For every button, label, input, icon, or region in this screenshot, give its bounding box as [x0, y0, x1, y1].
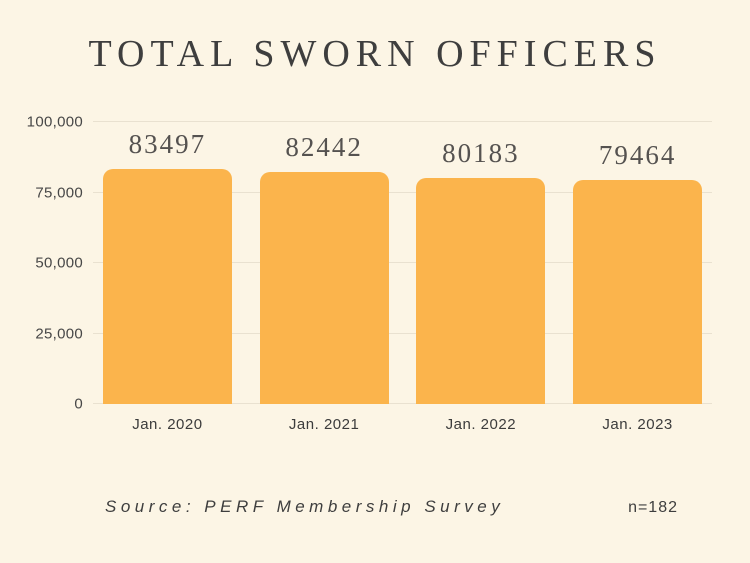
- gridline: [93, 403, 712, 404]
- bar-group: 80183: [416, 122, 546, 404]
- bar-value-label: 83497: [128, 128, 207, 159]
- bar-value-label: 79464: [598, 139, 677, 170]
- chart-title: TOTAL SWORN OFFICERS: [88, 33, 662, 75]
- y-tick-label: 0: [74, 395, 83, 413]
- source-text: Source: PERF Membership Survey: [105, 497, 505, 516]
- x-axis: Jan. 2020 Jan. 2021 Jan. 2022 Jan. 2023: [93, 416, 712, 433]
- bar-group: 83497: [103, 122, 232, 404]
- x-tick-label: Jan. 2021: [288, 416, 360, 433]
- x-axis-row: Jan. 2020 Jan. 2021 Jan. 2022 Jan. 2023: [0, 404, 750, 433]
- x-tick-label: Jan. 2022: [445, 416, 517, 433]
- gridline: [93, 262, 712, 263]
- y-tick-label: 75,000: [35, 184, 83, 201]
- x-tick-label: Jan. 2023: [602, 416, 673, 433]
- bars: 83497 82442 80183 79464: [93, 122, 712, 404]
- gridlines: [93, 121, 712, 404]
- bar: [416, 177, 546, 404]
- sample-size-label: n=182: [628, 499, 678, 516]
- gridline: [93, 121, 712, 122]
- bar-group: 79464: [573, 122, 702, 404]
- bar-value-label: 80183: [442, 137, 520, 168]
- bar-value-label: 82442: [285, 131, 363, 162]
- bar: [103, 168, 232, 404]
- y-tick-label: 100,000: [26, 113, 83, 131]
- y-axis: 0 25,000 50,000 75,000 100,000: [25, 114, 93, 413]
- gridline: [93, 332, 712, 334]
- bar: [259, 171, 389, 404]
- x-tick-label: Jan. 2020: [132, 416, 203, 433]
- y-tick-label: 25,000: [35, 325, 83, 342]
- gridline: [93, 191, 712, 193]
- footer: Source: PERF Membership Survey n=182: [105, 497, 678, 517]
- plot-area: 83497 82442 80183 79464: [93, 121, 712, 404]
- chart-area: 0 25,000 50,000 75,000 100,000 83497 82442 801…: [0, 114, 750, 413]
- y-tick-label: 50,000: [35, 254, 83, 272]
- bar: [573, 179, 702, 404]
- bar-group: 82442: [259, 122, 389, 404]
